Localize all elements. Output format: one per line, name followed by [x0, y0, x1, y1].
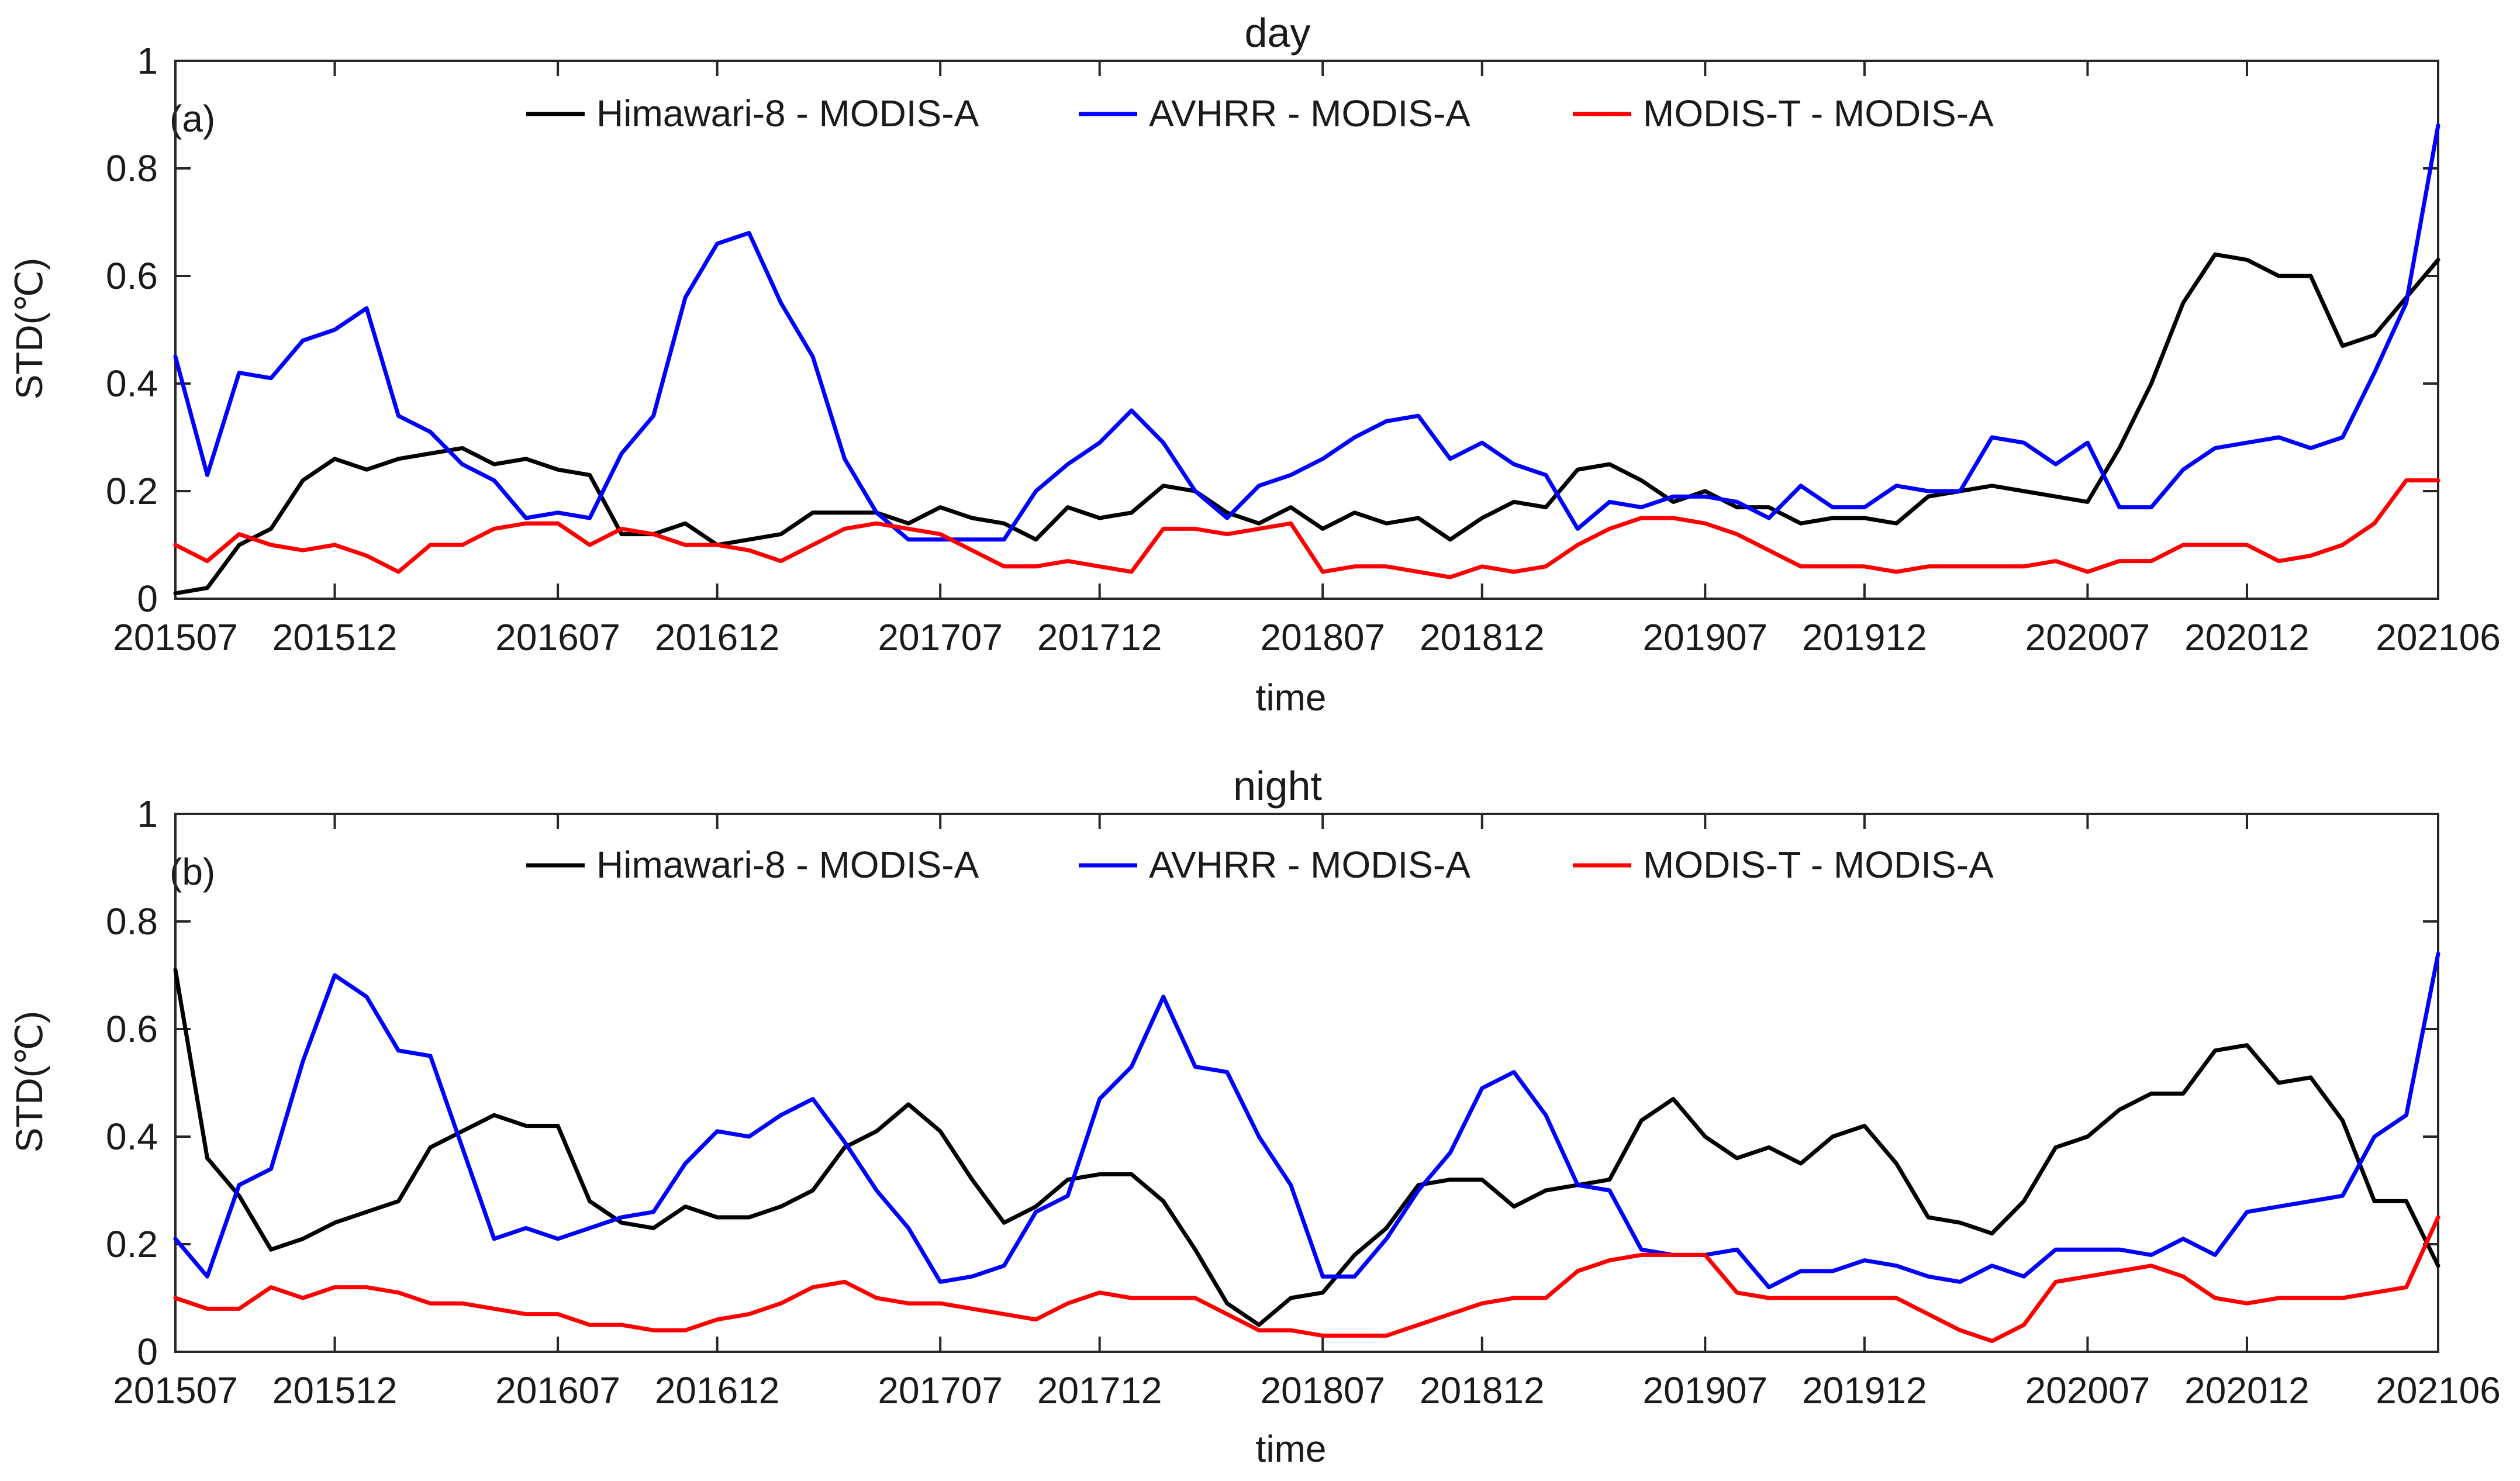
panel-day: day (a) STD(℃) time Himawari-8 - MODIS-A… [8, 10, 2501, 719]
x-tick-label: 201907 [1643, 1369, 1768, 1411]
chart-title: day [1245, 10, 1311, 56]
y-tick-label: 1 [137, 40, 158, 82]
legend-label-modis-t: MODIS-T - MODIS-A [1643, 844, 1994, 886]
x-tick-label: 201807 [1260, 616, 1385, 658]
chart-title: night [1233, 763, 1322, 809]
y-tick-label: 1 [137, 793, 158, 835]
legend-label-himawari: Himawari-8 - MODIS-A [596, 92, 979, 134]
x-tick-label: 202012 [2184, 1369, 2310, 1411]
y-tick-label: 0 [137, 578, 158, 620]
y-tick-label: 0.8 [106, 147, 158, 189]
plot-frame [174, 60, 2439, 600]
x-tick-label: 201807 [1260, 1369, 1385, 1411]
x-tick-label: 201507 [113, 1369, 238, 1411]
series-line-modis-t [173, 478, 2440, 579]
x-tick-label: 201507 [113, 616, 238, 658]
x-tick-label: 201912 [1802, 1369, 1927, 1411]
y-axis-label: STD(℃) [8, 1011, 50, 1153]
panel-label: (b) [170, 851, 215, 893]
y-tick-label: 0 [137, 1331, 158, 1373]
series-line-modis-t [173, 1215, 2440, 1344]
x-tick-label: 202106 [2376, 616, 2501, 658]
panel-label: (a) [170, 98, 215, 140]
y-tick-label: 0.6 [106, 1008, 158, 1050]
panel-night: night (b) STD(℃) time Himawari-8 - MODIS… [8, 763, 2501, 1470]
x-tick-label: 201912 [1802, 616, 1927, 658]
series-line-himawari [173, 968, 2440, 1327]
legend-label-modis-t: MODIS-T - MODIS-A [1643, 92, 1994, 134]
series-line-avhrr [173, 123, 2440, 542]
legend: Himawari-8 - MODIS-A AVHRR - MODIS-A MOD… [526, 92, 1994, 134]
x-tick-label: 201712 [1037, 1369, 1162, 1411]
x-tick-label: 201607 [495, 1369, 620, 1411]
x-axis-label: time [1256, 676, 1327, 719]
y-tick-label: 0.4 [106, 1116, 158, 1158]
y-axis-label: STD(℃) [8, 258, 50, 400]
x-tick-label: 202012 [2184, 616, 2310, 658]
series-line-avhrr [173, 951, 2440, 1290]
x-tick-label: 202106 [2376, 1369, 2501, 1411]
legend-label-avhrr: AVHRR - MODIS-A [1149, 844, 1470, 886]
x-tick-label: 201612 [655, 1369, 780, 1411]
x-tick-label: 202007 [2025, 1369, 2150, 1411]
x-tick-label: 201907 [1643, 616, 1768, 658]
y-tick-label: 0.8 [106, 900, 158, 943]
x-tick-label: 201707 [878, 1369, 1003, 1411]
x-tick-label: 201712 [1037, 616, 1162, 658]
series-line-himawari [173, 252, 2440, 596]
legend: Himawari-8 - MODIS-A AVHRR - MODIS-A MOD… [526, 844, 1994, 886]
x-tick-label: 201812 [1420, 1369, 1545, 1411]
x-tick-label: 201512 [272, 1369, 398, 1411]
x-tick-label: 201612 [655, 616, 780, 658]
y-tick-label: 0.4 [106, 363, 158, 405]
x-tick-label: 201607 [495, 616, 620, 658]
plot-area: 0 0.2 0.4 0.6 0.8 1 201507 201512 201607 201612 20… [106, 793, 2501, 1411]
plot-area: 0 0.2 0.4 0.6 0.8 1 201507 201512 201607 201612 20… [106, 40, 2501, 658]
x-tick-label: 201512 [272, 616, 398, 658]
y-tick-label: 0.2 [106, 1223, 158, 1265]
x-axis-label: time [1256, 1428, 1327, 1470]
plot-frame [174, 813, 2439, 1353]
x-tick-label: 201812 [1420, 616, 1545, 658]
legend-label-avhrr: AVHRR - MODIS-A [1149, 92, 1470, 134]
y-tick-label: 0.6 [106, 255, 158, 297]
legend-label-himawari: Himawari-8 - MODIS-A [596, 844, 979, 886]
y-tick-label: 0.2 [106, 470, 158, 512]
x-tick-label: 202007 [2025, 616, 2150, 658]
x-tick-label: 201707 [878, 616, 1003, 658]
